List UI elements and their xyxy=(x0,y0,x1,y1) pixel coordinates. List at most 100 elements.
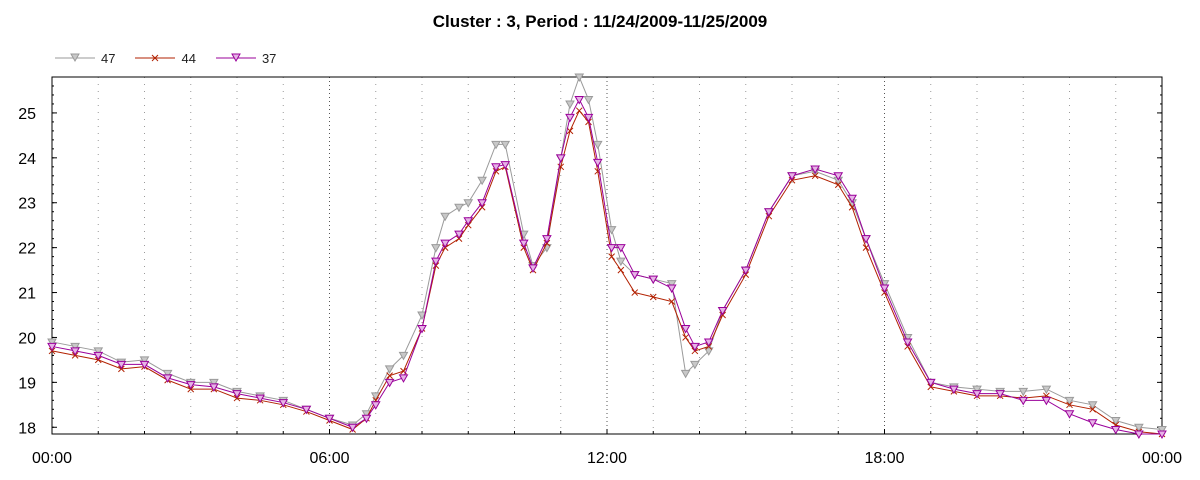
y-tick-label: 21 xyxy=(18,286,36,303)
data-point-37 xyxy=(616,244,626,253)
data-point-47 xyxy=(440,212,450,222)
data-point-37 xyxy=(477,199,487,208)
data-point-37 xyxy=(949,385,959,395)
data-point-37 xyxy=(861,235,871,244)
data-point-44 xyxy=(649,293,657,301)
data-point-37 xyxy=(454,230,464,240)
y-tick-label: 20 xyxy=(18,330,36,347)
data-point-47 xyxy=(666,280,677,289)
legend-marker-37-icon xyxy=(215,53,256,63)
data-point-37 xyxy=(398,374,409,383)
x-tick-label: 12:00 xyxy=(587,450,627,467)
data-point-37 xyxy=(972,390,982,399)
data-point-37 xyxy=(185,381,196,390)
data-point-37 xyxy=(518,239,529,249)
data-point-47 xyxy=(1018,387,1029,397)
data-point-37 xyxy=(209,383,219,392)
data-point-37 xyxy=(1087,419,1098,428)
data-point-44 xyxy=(811,172,819,180)
data-point-47 xyxy=(491,140,501,150)
data-point-37 xyxy=(417,324,427,334)
data-point-47 xyxy=(1064,396,1075,406)
data-point-44 xyxy=(608,253,615,260)
y-tick-label: 23 xyxy=(18,196,36,213)
y-tick-label: 25 xyxy=(18,106,36,123)
data-point-37 xyxy=(592,158,603,168)
data-point-37 xyxy=(995,390,1005,399)
data-point-47 xyxy=(417,311,427,321)
data-point-37 xyxy=(606,244,617,253)
data-point-44 xyxy=(575,107,583,115)
data-point-37 xyxy=(70,347,80,356)
data-point-37 xyxy=(879,284,890,294)
data-point-37 xyxy=(93,351,104,361)
legend-marker-47-icon xyxy=(55,53,95,63)
data-point-44 xyxy=(862,244,870,251)
y-tick-label: 22 xyxy=(18,241,36,258)
legend-entry-37[interactable]: 37 xyxy=(215,50,277,66)
chart-title: Cluster : 3, Period : 11/24/2009-11/25/2… xyxy=(432,12,768,31)
data-point-44 xyxy=(617,266,625,274)
data-point-47 xyxy=(139,356,150,365)
data-point-47 xyxy=(606,226,617,235)
data-point-37 xyxy=(565,113,575,123)
data-point-47 xyxy=(209,378,219,388)
data-point-44 xyxy=(386,372,393,379)
data-point-37 xyxy=(690,342,700,352)
data-point-37 xyxy=(1041,396,1052,406)
legend-entry-44[interactable]: 44 xyxy=(135,50,196,66)
data-point-37 xyxy=(555,154,566,163)
data-point-44 xyxy=(668,298,676,305)
data-point-37 xyxy=(361,414,372,424)
data-point-37 xyxy=(1157,430,1167,440)
data-point-37 xyxy=(542,235,552,244)
data-point-37 xyxy=(810,165,820,175)
data-point-37 xyxy=(680,324,691,334)
data-point-37 xyxy=(347,423,358,433)
data-point-47 xyxy=(972,385,982,395)
data-point-37 xyxy=(491,163,501,172)
legend-entry-47[interactable]: 47 xyxy=(55,51,115,66)
data-point-37 xyxy=(1134,430,1144,440)
legend-label-37: 37 xyxy=(261,50,277,66)
data-point-37 xyxy=(833,172,844,181)
data-point-37 xyxy=(583,113,594,123)
data-point-44 xyxy=(834,181,842,189)
plot-frame xyxy=(51,76,1163,435)
data-point-47 xyxy=(463,199,474,208)
legend-label-44: 44 xyxy=(181,50,196,66)
data-point-37 xyxy=(787,172,797,181)
data-point-37 xyxy=(47,342,57,352)
data-point-44 xyxy=(1089,405,1096,413)
data-point-37 xyxy=(500,161,511,170)
data-point-37 xyxy=(1018,396,1029,406)
data-point-37 xyxy=(278,399,289,408)
data-point-37 xyxy=(902,338,913,347)
data-point-47 xyxy=(1134,423,1144,433)
data-point-37 xyxy=(440,239,450,249)
data-point-47 xyxy=(703,347,714,356)
data-point-47 xyxy=(431,244,441,253)
data-point-47 xyxy=(398,351,409,361)
data-point-37 xyxy=(703,338,714,347)
data-point-47 xyxy=(583,95,594,105)
data-point-37 xyxy=(925,378,936,388)
x-tick-label: 00:00 xyxy=(1142,450,1182,467)
data-point-44 xyxy=(566,127,574,135)
data-point-44 xyxy=(682,334,689,341)
x-tick-label: 00:00 xyxy=(32,450,72,467)
data-point-37 xyxy=(162,374,173,383)
data-point-47 xyxy=(93,347,104,356)
data-point-37 xyxy=(528,264,538,273)
data-point-47 xyxy=(616,257,626,267)
data-point-37 xyxy=(139,360,150,370)
data-point-47 xyxy=(70,342,80,352)
data-point-44 xyxy=(1066,401,1073,409)
data-point-37 xyxy=(232,390,242,399)
data-point-37 xyxy=(384,378,395,388)
legend-marker-44-icon xyxy=(135,54,176,62)
data-point-37 xyxy=(116,360,127,370)
data-point-47 xyxy=(574,73,585,83)
y-tick-label: 19 xyxy=(18,375,36,392)
